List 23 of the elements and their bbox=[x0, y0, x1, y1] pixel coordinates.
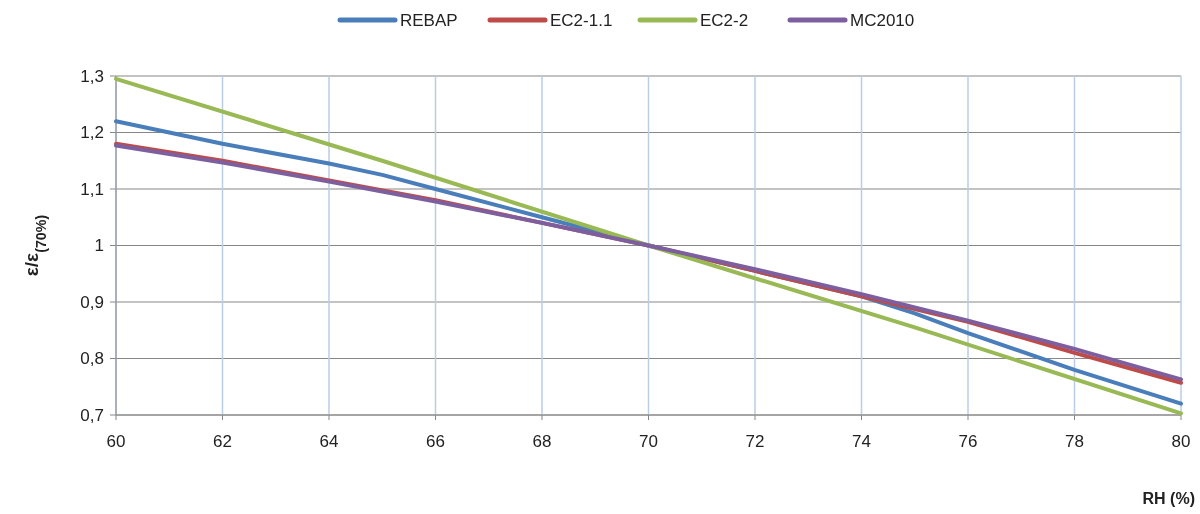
x-tick-label: 62 bbox=[213, 432, 232, 451]
y-tick-label: 0,8 bbox=[80, 349, 104, 369]
x-tick-label: 66 bbox=[426, 432, 445, 451]
x-tick-label: 80 bbox=[1171, 432, 1191, 451]
legend-label: REBAP bbox=[400, 10, 458, 30]
legend-label: MC2010 bbox=[850, 10, 915, 30]
y-tick-label: 1,2 bbox=[80, 123, 104, 143]
y-tick-label: 0,7 bbox=[80, 405, 104, 425]
legend-label: EC2-2 bbox=[700, 10, 749, 30]
y-tick-label: 1,3 bbox=[80, 66, 104, 86]
y-tick-label: 0,9 bbox=[80, 292, 104, 312]
x-tick-label: 64 bbox=[319, 432, 339, 451]
x-tick-label: 74 bbox=[852, 432, 871, 451]
legend-label: EC2-1.1 bbox=[550, 10, 613, 30]
x-tick-label: 78 bbox=[1065, 432, 1084, 451]
x-axis-title: RH (%) bbox=[1142, 490, 1195, 507]
x-tick-label: 70 bbox=[639, 432, 658, 451]
x-tick-label: 76 bbox=[958, 432, 978, 451]
x-tick-label: 68 bbox=[532, 432, 552, 451]
y-tick-label: 1 bbox=[94, 236, 104, 256]
x-tick-label: 72 bbox=[745, 432, 765, 451]
x-tick-label: 60 bbox=[106, 432, 126, 451]
y-tick-label: 1,1 bbox=[80, 179, 104, 199]
